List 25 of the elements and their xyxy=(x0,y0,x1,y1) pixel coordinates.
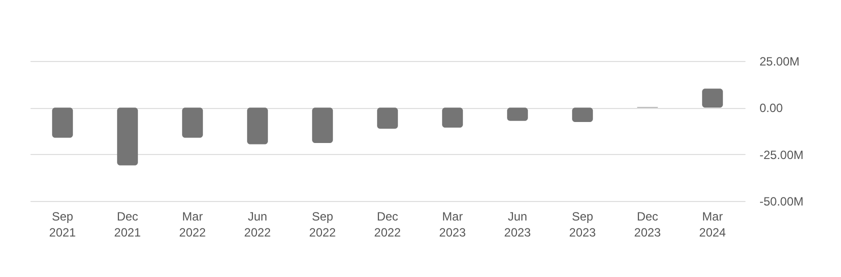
bar xyxy=(312,108,333,143)
y-tick-label: -25.00M xyxy=(760,148,804,162)
bar xyxy=(572,108,593,122)
x-tick-label: Sep 2021 xyxy=(49,210,76,240)
bar xyxy=(702,88,723,108)
bar xyxy=(117,108,138,166)
x-tick-label: Jun 2022 xyxy=(244,210,272,240)
bar xyxy=(377,108,398,129)
bar xyxy=(182,108,203,138)
x-tick-label: Dec 2021 xyxy=(114,210,142,240)
x-tick-label: Dec 2022 xyxy=(374,210,402,240)
y-tick-label: -50.00M xyxy=(760,194,804,208)
bar xyxy=(52,108,73,138)
x-tick-label: Sep 2022 xyxy=(309,210,336,240)
bar xyxy=(507,108,528,121)
x-tick-label: Mar 2023 xyxy=(439,210,466,240)
x-tick-label: Jun 2023 xyxy=(504,210,532,240)
x-tick-label: Mar 2022 xyxy=(179,210,206,240)
x-tick-label: Dec 2023 xyxy=(634,210,662,240)
y-tick-label: 0.00 xyxy=(760,101,784,116)
x-tick-label: Sep 2023 xyxy=(569,210,596,240)
y-tick-label: 25.00M xyxy=(760,54,800,68)
bar xyxy=(442,108,463,128)
bar xyxy=(247,108,268,144)
x-tick-label: Mar 2024 xyxy=(699,210,726,240)
